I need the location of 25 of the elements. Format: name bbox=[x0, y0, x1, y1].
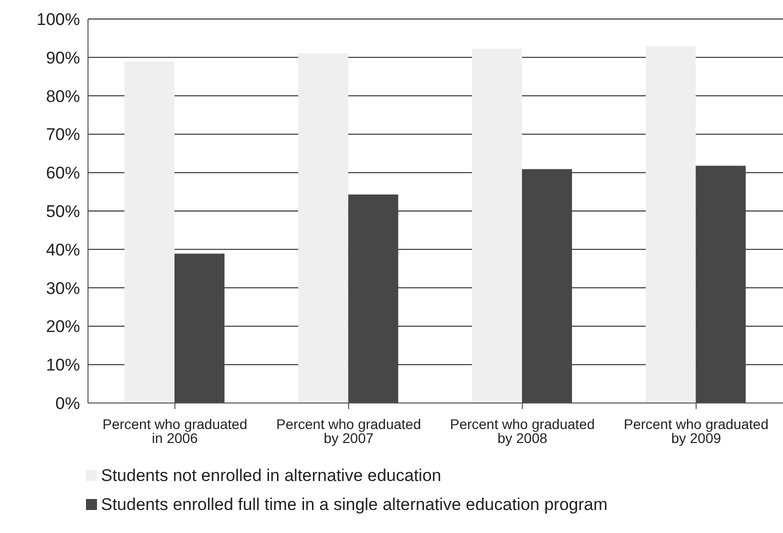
y-tick-label: 0% bbox=[55, 394, 80, 414]
y-tick-label: 80% bbox=[46, 86, 80, 106]
y-tick-label: 10% bbox=[46, 356, 80, 375]
x-tick-label: Percent who graduated by 2007 bbox=[276, 416, 422, 446]
y-tick-label: 60% bbox=[46, 164, 80, 183]
bar bbox=[174, 254, 224, 403]
bar bbox=[298, 53, 348, 403]
legend-label: Students enrolled full time in a single alternative education program bbox=[101, 494, 608, 516]
y-tick-label: 100% bbox=[36, 10, 80, 30]
x-tick-label: Percent who graduated in 2006 bbox=[102, 416, 248, 446]
x-tick-label: Percent who graduated by 2008 bbox=[450, 416, 595, 446]
y-tick-label: 70% bbox=[46, 125, 80, 144]
bar bbox=[124, 62, 174, 403]
bar bbox=[348, 194, 398, 403]
y-tick-label: 30% bbox=[46, 278, 80, 298]
bar bbox=[696, 166, 746, 403]
bar bbox=[472, 48, 522, 403]
legend-label: Students not enrolled in alternative education bbox=[101, 465, 442, 487]
bar bbox=[646, 46, 696, 403]
y-tick-label: 40% bbox=[46, 240, 80, 260]
bar bbox=[522, 169, 572, 403]
y-tick-label: 90% bbox=[46, 48, 80, 68]
y-tick-label: 50% bbox=[46, 202, 80, 222]
x-tick-label: Percent who graduated by 2009 bbox=[624, 416, 769, 446]
y-tick-label: 20% bbox=[46, 317, 80, 336]
